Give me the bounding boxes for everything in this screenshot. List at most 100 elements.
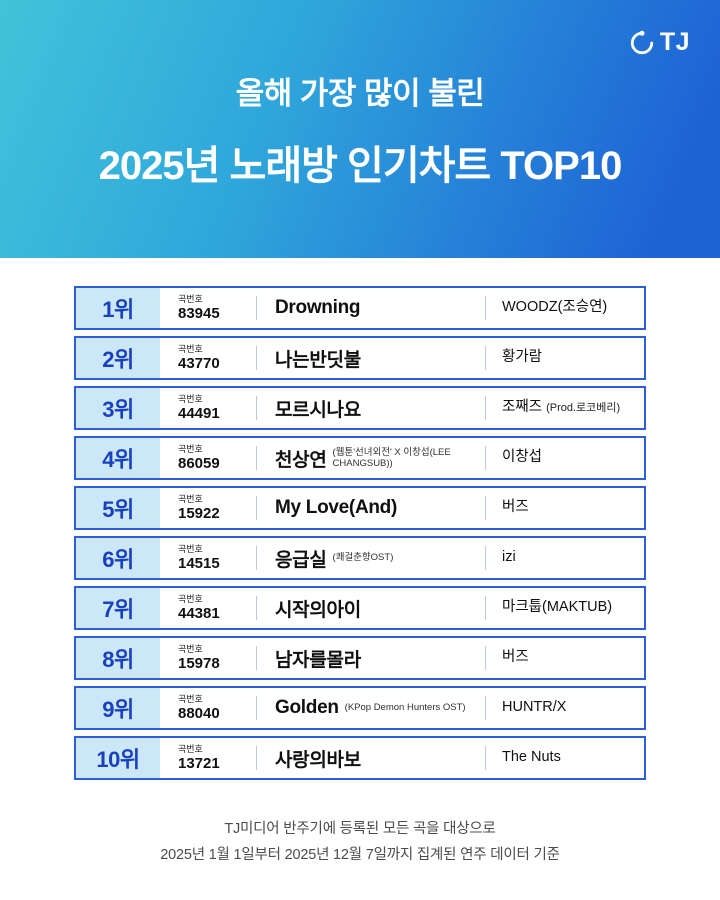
rank-badge: 9위: [76, 688, 160, 728]
chart-row: 10위 곡번호 13721 사랑의바보 The Nuts: [74, 736, 646, 780]
song-number-label: 곡번호: [178, 344, 203, 355]
header-banner: TJ 올해 가장 많이 불린 2025년 노래방 인기차트 TOP10: [0, 0, 720, 258]
song-title-note: (웹툰'선녀외전' X 이창섭(LEE CHANGSUB)): [332, 446, 451, 469]
chart-subtitle: 올해 가장 많이 불린: [235, 76, 485, 111]
song-title: 남자를몰라: [275, 649, 361, 671]
artist-name: izi: [502, 549, 516, 566]
song-title-cell: Golden (KPop Demon Hunters OST): [257, 697, 485, 719]
divider: [256, 646, 257, 670]
song-number-cell: 곡번호 15922: [160, 494, 256, 522]
divider: [485, 746, 486, 770]
song-number-label: 곡번호: [178, 694, 203, 705]
artist-cell: 마크툽(MAKTUB): [486, 599, 644, 616]
divider: [485, 346, 486, 370]
song-title: 천상연: [275, 449, 327, 471]
chart-row: 2위 곡번호 43770 나는반딧불 황가람: [74, 336, 646, 380]
song-number-cell: 곡번호 43770: [160, 344, 256, 372]
song-title-cell: 시작의아이: [257, 595, 485, 622]
divider: [485, 696, 486, 720]
chart-row: 5위 곡번호 15922 My Love(And) 버즈: [74, 486, 646, 530]
song-number-label: 곡번호: [178, 644, 203, 655]
song-number-cell: 곡번호 86059: [160, 444, 256, 472]
footer-line-2: 2025년 1월 1일부터 2025년 12월 7일까지 집계된 연주 데이터 …: [160, 847, 560, 864]
divider: [485, 496, 486, 520]
artist-name: WOODZ(조승연): [502, 299, 608, 316]
song-number-value: 15922: [178, 504, 220, 522]
song-title: 사랑의바보: [275, 749, 361, 771]
song-number-label: 곡번호: [178, 294, 203, 305]
song-number-value: 15978: [178, 654, 220, 672]
artist-cell: 이창섭: [486, 449, 644, 466]
divider: [256, 546, 257, 570]
artist-note: (Prod.로코베리): [546, 402, 621, 415]
song-number-value: 13721: [178, 754, 220, 772]
song-title-cell: 사랑의바보: [257, 745, 485, 772]
rank-badge: 6위: [76, 538, 160, 578]
song-title: Drowning: [275, 297, 361, 318]
song-number-cell: 곡번호 44381: [160, 594, 256, 622]
artist-cell: 버즈: [486, 499, 644, 516]
chart-row: 3위 곡번호 44491 모르시나요 조째즈 (Prod.로코베리): [74, 386, 646, 430]
rank-badge: 8위: [76, 638, 160, 678]
divider: [256, 346, 257, 370]
divider: [256, 396, 257, 420]
song-title-cell: Drowning: [257, 297, 485, 319]
divider: [256, 696, 257, 720]
chart-row: 1위 곡번호 83945 Drowning WOODZ(조승연): [74, 286, 646, 330]
divider: [485, 546, 486, 570]
artist-name: 조째즈: [502, 399, 543, 416]
song-number-label: 곡번호: [178, 444, 203, 455]
song-title-cell: 나는반딧불: [257, 345, 485, 372]
song-number-value: 43770: [178, 354, 220, 372]
song-number-value: 44491: [178, 404, 220, 422]
song-number-value: 44381: [178, 604, 220, 622]
footer-line-1: TJ미디어 반주기에 등록된 모든 곡을 대상으로: [224, 821, 496, 837]
artist-name: 버즈: [502, 649, 529, 666]
divider: [256, 446, 257, 470]
chart-row: 8위 곡번호 15978 남자를몰라 버즈: [74, 636, 646, 680]
song-title-cell: My Love(And): [257, 497, 485, 519]
artist-name: 버즈: [502, 499, 529, 516]
song-number-value: 14515: [178, 554, 220, 572]
divider: [256, 296, 257, 320]
tj-logo: TJ: [629, 28, 690, 57]
divider: [485, 296, 486, 320]
song-number-label: 곡번호: [178, 394, 203, 405]
song-number-label: 곡번호: [178, 744, 203, 755]
rank-badge: 1위: [76, 288, 160, 328]
artist-cell: izi: [486, 549, 644, 566]
song-number-label: 곡번호: [178, 544, 203, 555]
chart-title: 2025년 노래방 인기차트 TOP10: [98, 144, 623, 188]
footer-disclaimer: TJ미디어 반주기에 등록된 모든 곡을 대상으로 2025년 1월 1일부터 …: [0, 816, 720, 868]
artist-name: The Nuts: [502, 749, 561, 766]
divider: [485, 446, 486, 470]
artist-cell: 조째즈 (Prod.로코베리): [486, 399, 644, 416]
artist-cell: The Nuts: [486, 749, 644, 766]
rank-badge: 2위: [76, 338, 160, 378]
artist-name: 황가람: [502, 349, 543, 366]
song-title-cell: 천상연 (웹툰'선녀외전' X 이창섭(LEE CHANGSUB)): [257, 445, 485, 472]
divider: [485, 646, 486, 670]
artist-cell: WOODZ(조승연): [486, 299, 644, 316]
top10-chart: 1위 곡번호 83945 Drowning WOODZ(조승연) 2위 곡번호 …: [74, 286, 646, 780]
rank-badge: 10위: [76, 738, 160, 778]
song-number-cell: 곡번호 44491: [160, 394, 256, 422]
song-title: My Love(And): [275, 497, 398, 518]
artist-name: HUNTR/X: [502, 699, 567, 716]
song-title-note: (쾌걸춘향OST): [332, 552, 394, 564]
song-number-label: 곡번호: [178, 594, 203, 605]
chart-row: 9위 곡번호 88040 Golden (KPop Demon Hunters …: [74, 686, 646, 730]
song-title-cell: 남자를몰라: [257, 645, 485, 672]
divider: [485, 596, 486, 620]
song-title: Golden: [275, 697, 339, 718]
artist-name: 이창섭: [502, 449, 543, 466]
song-title: 시작의아이: [275, 599, 361, 621]
logo-text: TJ: [659, 28, 690, 56]
song-title: 응급실: [275, 549, 327, 571]
song-number-cell: 곡번호 83945: [160, 294, 256, 322]
divider: [485, 396, 486, 420]
artist-cell: HUNTR/X: [486, 699, 644, 716]
rank-badge: 3위: [76, 388, 160, 428]
divider: [256, 596, 257, 620]
song-title: 모르시나요: [275, 399, 361, 421]
